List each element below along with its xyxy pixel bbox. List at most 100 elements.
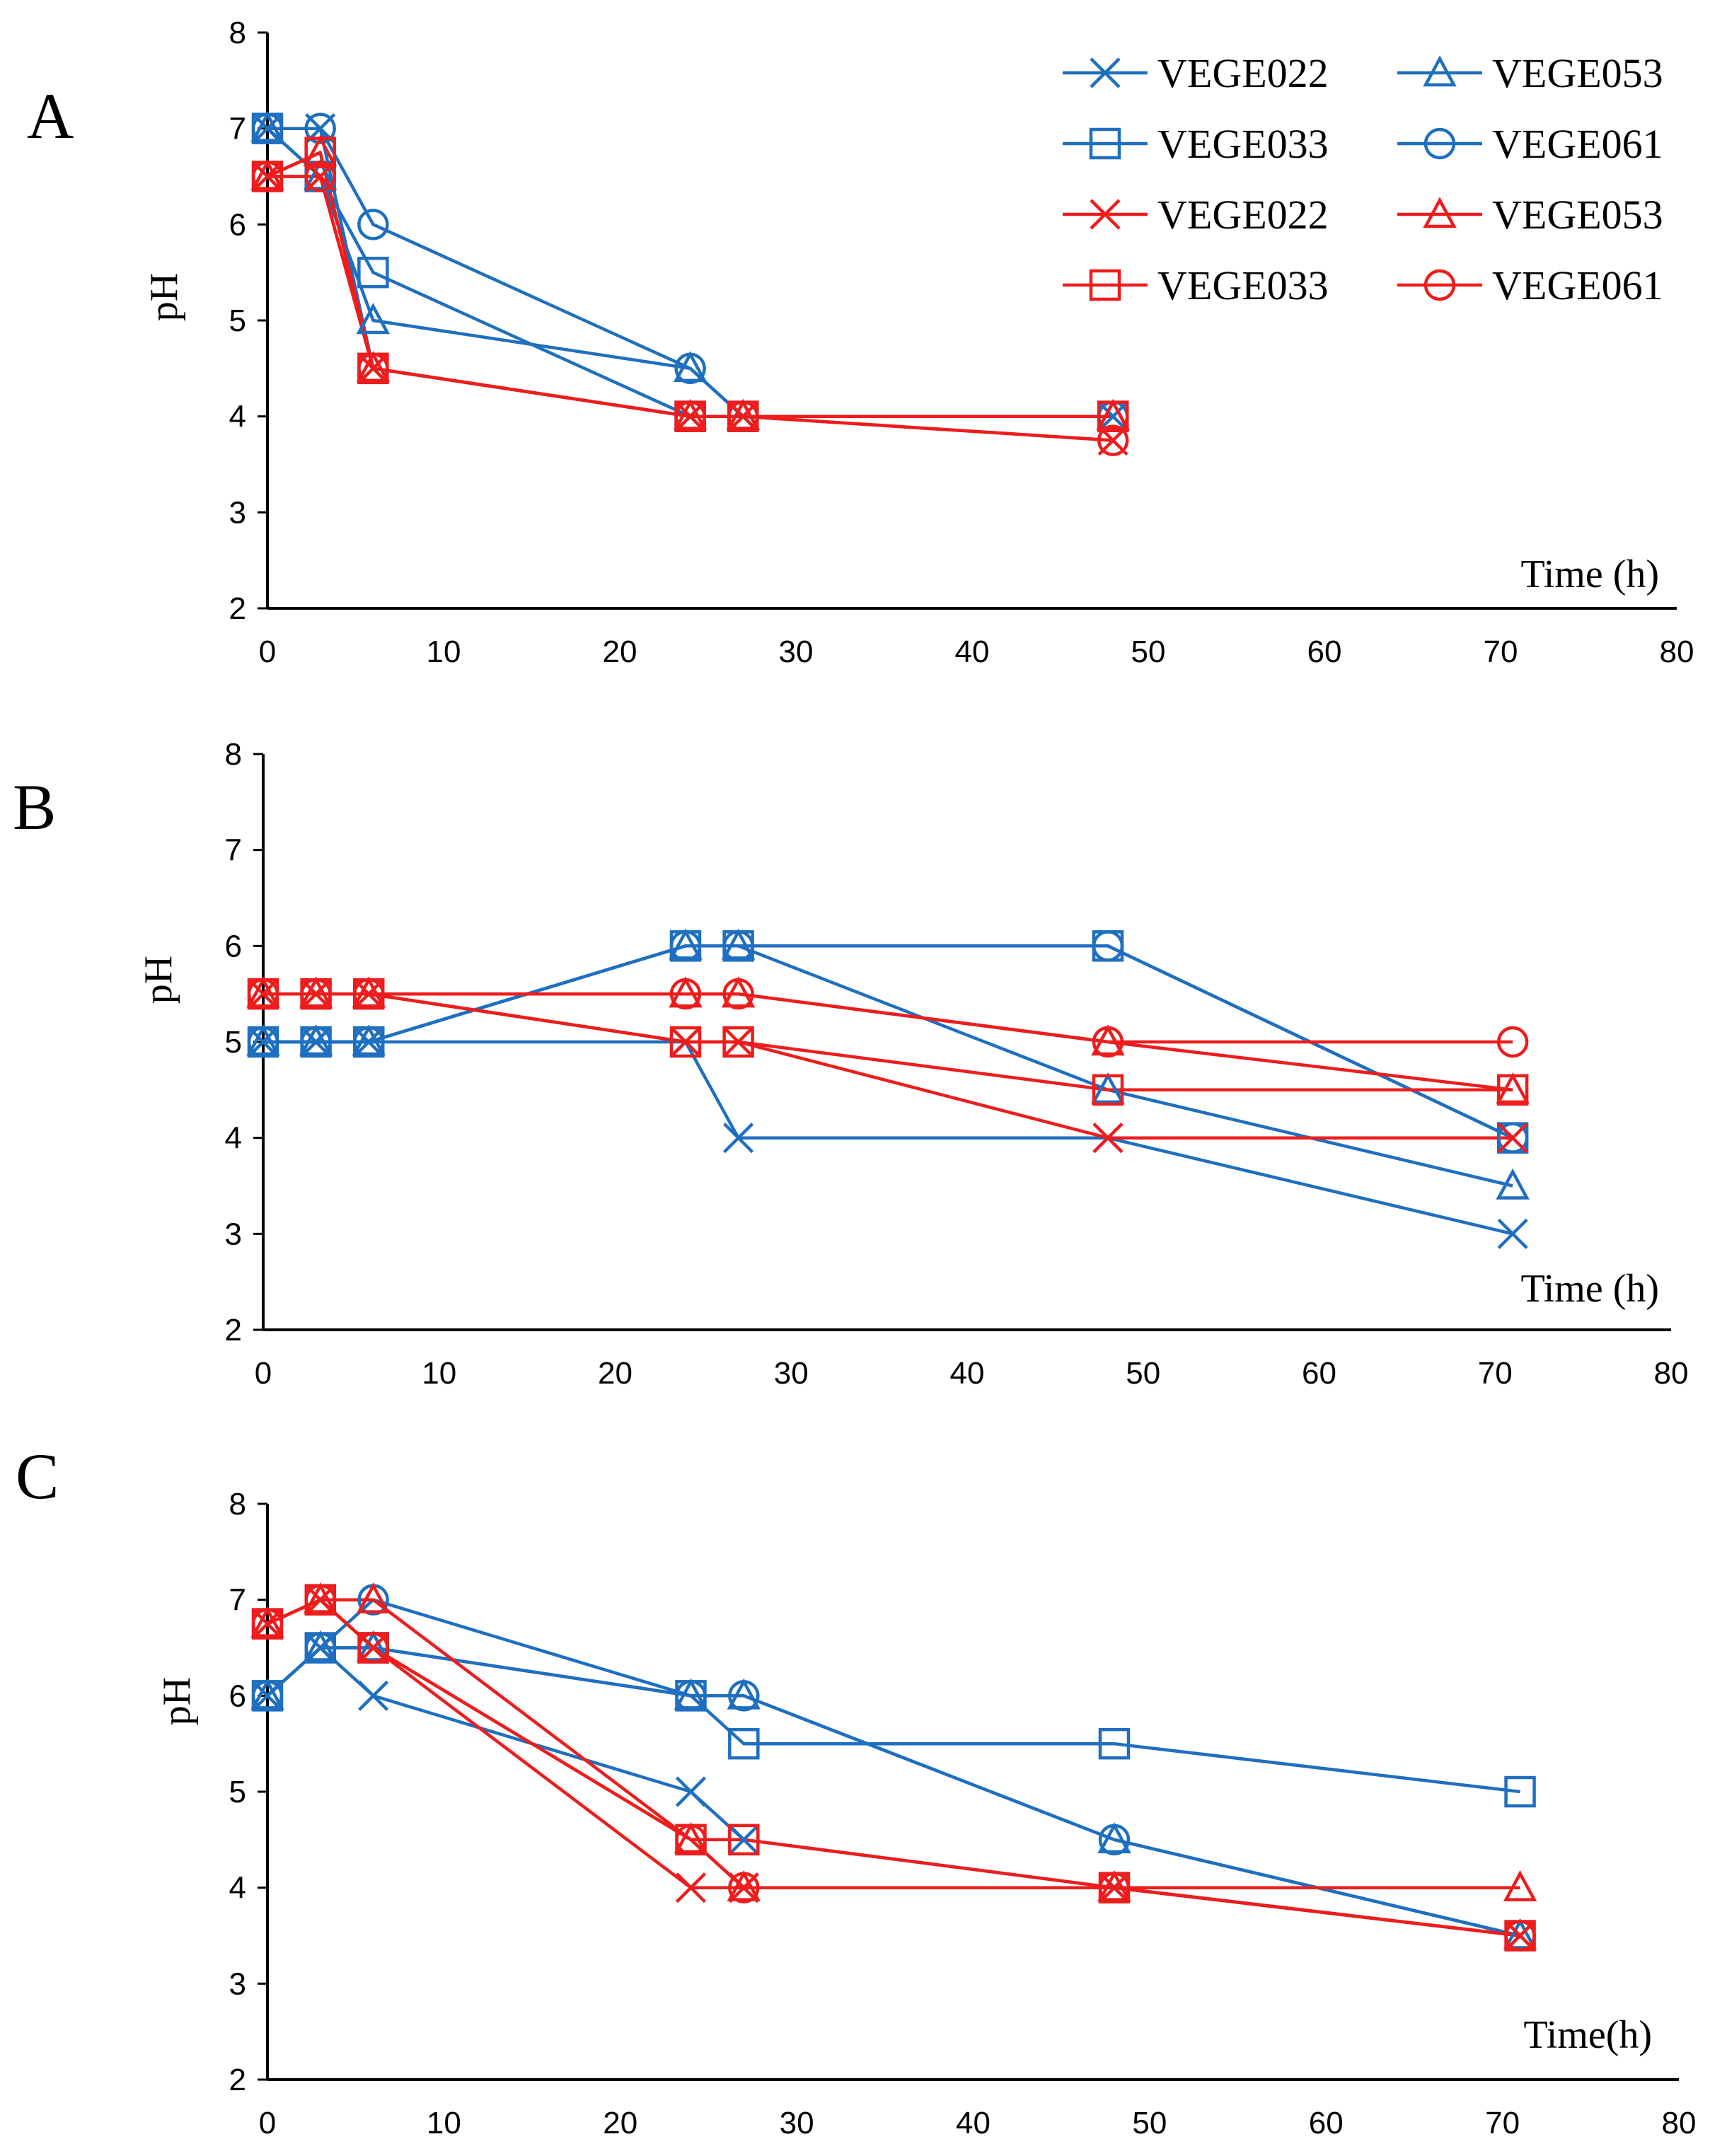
data-point-blue-vege053 [674, 1678, 708, 1710]
legend-marker-circle [1423, 127, 1456, 160]
data-point-blue-vege061 [304, 1632, 337, 1664]
data-point-blue-vege053 [356, 1630, 391, 1662]
legend: VEGE022 VEGE053 VEGE033 VEGE061 VEGE022 VEGE0… [1063, 50, 1663, 308]
data-point-red-vege033 [1092, 1074, 1124, 1106]
panel-label: A [27, 80, 74, 152]
legend-label-blue-vege053: VEGE053 [1492, 50, 1663, 96]
data-point-red-vege061 [353, 978, 385, 1010]
data-point-red-vege061 [722, 978, 754, 1010]
data-point-red-vege053 [304, 1582, 337, 1613]
x-tick-label: 50 [1126, 1356, 1160, 1391]
series-line-red-vege053 [267, 151, 1114, 418]
data-point-red-vege061 [251, 1608, 284, 1640]
series-line-blue-vege022 [267, 127, 1114, 418]
data-point-red-vege061 [247, 978, 279, 1010]
data-point-red-vege053 [352, 976, 386, 1008]
data-point-red-vege053 [356, 1582, 391, 1613]
series-line-red-vege022 [267, 1598, 1520, 1937]
data-point-blue-vege053 [246, 1024, 280, 1056]
data-point-blue-vege061 [353, 1026, 385, 1058]
y-tick-label: 2 [225, 1313, 242, 1348]
legend-label-blue-vege022: VEGE022 [1157, 50, 1329, 96]
data-point-blue-vege061 [728, 1680, 760, 1712]
legend-label-blue-vege061: VEGE061 [1492, 121, 1663, 167]
x-tick-label: 20 [598, 1356, 633, 1391]
data-point-red-vege033 [304, 137, 336, 168]
data-point-red-vege053 [250, 158, 284, 190]
data-point-red-vege061 [669, 978, 702, 1010]
y-tick-label: 3 [229, 495, 246, 530]
x-tick-label: 30 [779, 634, 814, 669]
data-point-red-vege053 [673, 398, 707, 430]
series-line-red-vege061 [267, 1598, 1520, 1937]
legend-marker-x [1090, 199, 1121, 230]
data-point-red-vege061 [727, 400, 759, 432]
data-point-red-vege061 [1496, 1026, 1529, 1058]
x-tick-label: 40 [955, 634, 990, 669]
data-point-red-vege022 [723, 1026, 754, 1057]
data-point-blue-vege022 [358, 1680, 389, 1711]
data-point-blue-vege053 [1503, 1918, 1537, 1949]
y-axis-title: pH [142, 273, 186, 321]
data-point-blue-vege022 [723, 1123, 754, 1154]
data-point-red-vege053 [1097, 1870, 1131, 1901]
x-tick-label: 70 [1485, 2106, 1520, 2140]
y-tick-label: 6 [225, 929, 242, 963]
data-point-red-vege061 [304, 1584, 337, 1616]
y-tick-label: 2 [229, 591, 246, 626]
data-point-blue-vege033 [1098, 1727, 1131, 1760]
data-point-red-vege022 [675, 1872, 707, 1903]
legend-marker-x [1090, 57, 1121, 88]
legend-marker-square [1089, 269, 1121, 301]
data-point-blue-vege061 [300, 1026, 332, 1058]
y-tick-label: 6 [229, 1679, 246, 1713]
data-point-red-vege061 [304, 161, 336, 192]
y-tick-label: 4 [225, 1121, 242, 1156]
data-point-red-vege061 [1098, 1872, 1131, 1903]
data-point-red-vege061 [357, 352, 389, 385]
data-point-blue-vege061 [251, 1680, 284, 1712]
data-point-blue-vege033 [357, 256, 389, 289]
data-point-red-vege033 [1097, 400, 1129, 432]
x-tick-label: 0 [259, 634, 276, 669]
x-axis-title: Time (h) [1520, 1267, 1659, 1311]
y-tick-label: 6 [229, 207, 246, 242]
x-tick-label: 70 [1484, 634, 1518, 669]
data-point-red-vege061 [251, 161, 284, 192]
data-point-red-vege061 [674, 400, 706, 432]
x-tick-label: 10 [427, 2106, 461, 2140]
data-point-blue-vege061 [1496, 1122, 1529, 1154]
data-point-red-vege033 [728, 1824, 760, 1856]
data-point-blue-vege061 [674, 352, 706, 385]
series-line-blue-vege033 [266, 127, 1114, 418]
x-tick-label: 20 [603, 634, 637, 669]
series-line-blue-vege061 [266, 1598, 1521, 1937]
data-point-blue-vege053 [669, 928, 703, 960]
data-point-red-vege033 [669, 1026, 702, 1058]
y-tick-label: 5 [225, 1025, 242, 1060]
panel-label: C [16, 1440, 59, 1512]
data-point-red-vege053 [1503, 1870, 1537, 1901]
y-tick-label: 8 [225, 737, 242, 772]
data-point-red-vege053 [674, 1822, 708, 1854]
data-point-blue-vege033 [728, 1727, 760, 1760]
x-tick-label: 30 [780, 2106, 814, 2140]
legend-marker-circle [1423, 269, 1456, 301]
data-point-blue-vege053 [304, 1630, 337, 1662]
data-point-blue-vege053 [721, 928, 756, 960]
data-point-red-vege053 [727, 1870, 761, 1901]
x-tick-label: 50 [1132, 2106, 1167, 2140]
data-point-blue-vege061 [1098, 1824, 1131, 1856]
y-tick-label: 3 [229, 1966, 246, 2001]
legend-label-red-vege061: VEGE061 [1492, 262, 1663, 308]
x-tick-label: 70 [1478, 1356, 1513, 1391]
y-tick-label: 2 [229, 2063, 246, 2097]
data-point-red-vege061 [1092, 1026, 1124, 1058]
data-point-blue-vege053 [1091, 1072, 1125, 1104]
x-tick-label: 80 [1654, 1356, 1689, 1391]
x-tick-label: 80 [1660, 634, 1694, 669]
data-point-blue-vege061 [669, 930, 702, 962]
series-line-blue-vege053 [266, 127, 1114, 418]
data-point-red-vege053 [669, 976, 703, 1008]
